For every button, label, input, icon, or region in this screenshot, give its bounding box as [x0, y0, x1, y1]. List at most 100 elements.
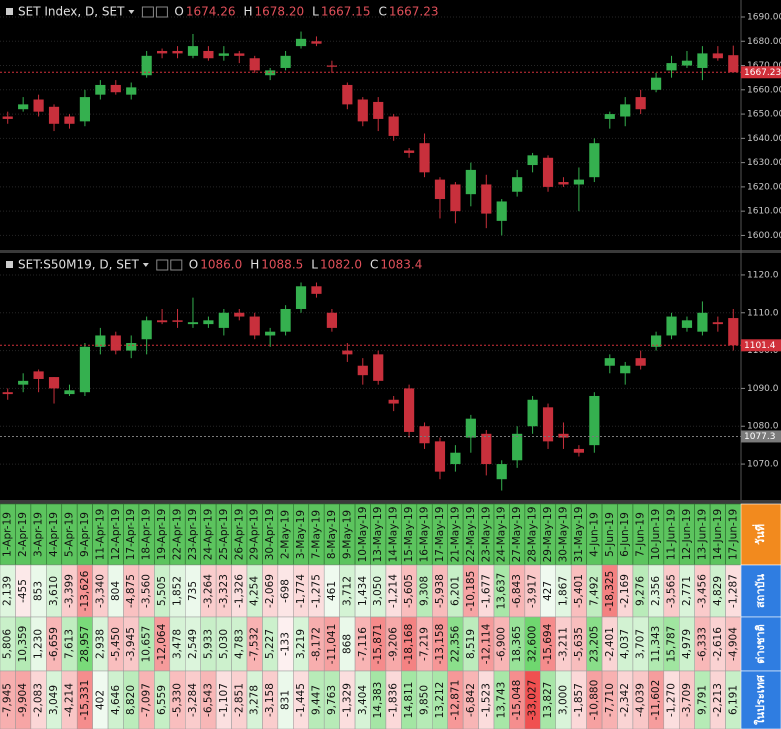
candle-body [373, 354, 384, 381]
toolbar-icon [170, 259, 183, 271]
date-text: 9-May-19 [341, 510, 353, 559]
value-text: 5,505 [156, 576, 168, 606]
candle-body [79, 346, 91, 393]
value-text: 5,030 [218, 629, 230, 659]
candle-body [465, 169, 476, 195]
date-text: 3-May-19 [295, 510, 307, 559]
header-cell [740, 616, 781, 672]
value-text: 868 [341, 634, 353, 654]
candle-body [18, 380, 29, 385]
value-text: 831 [280, 690, 292, 710]
candle-body [33, 371, 44, 379]
date-text: 31-May-19 [573, 507, 585, 563]
candle-body [666, 63, 677, 71]
ohlc-value: 1088.5 [261, 258, 303, 272]
candle-body [620, 104, 631, 117]
date-text: 24-May-19 [496, 507, 508, 563]
pane-separator [0, 500, 781, 504]
value-text: -2,616 [712, 627, 724, 661]
chart-title: SET:S50M19, D, SET [18, 258, 139, 272]
candle-body [496, 201, 507, 221]
y-tick-label: 1620.00 [747, 182, 781, 192]
candle-body [48, 377, 60, 389]
candle-body [589, 395, 600, 446]
value-text: -7,097 [141, 683, 153, 717]
value-text: -12,871 [449, 680, 461, 721]
candle-body [234, 312, 245, 317]
date-text: 15-May-19 [403, 507, 415, 563]
value-text: 4,037 [619, 629, 631, 659]
candle-body [64, 390, 75, 395]
value-text: -1,329 [341, 683, 353, 717]
value-text: 13,827 [542, 682, 554, 719]
candle-body [342, 84, 353, 105]
date-text: 22-May-19 [465, 507, 477, 563]
candle-body [218, 312, 229, 328]
value-text: -455 [17, 579, 29, 603]
value-text: 10,359 [17, 626, 29, 663]
y-tick-label: 1080.0 [747, 422, 779, 432]
y-tick-label: 1660.00 [747, 85, 781, 95]
candle-body [64, 116, 75, 124]
value-text: -9,904 [17, 683, 29, 717]
value-text: 2,938 [94, 629, 106, 659]
value-text: -18,168 [403, 624, 415, 665]
value-text: 427 [542, 581, 554, 601]
candle-body [265, 70, 276, 76]
price-label-box [741, 339, 781, 352]
date-text: 14-Jun-19 [712, 509, 724, 560]
value-text: -1,836 [388, 683, 400, 717]
ohlc-label: C [370, 258, 378, 272]
date-text: 14-May-19 [388, 507, 400, 563]
y-tick-label: 1690.00 [747, 12, 781, 22]
value-text: 32,600 [527, 626, 539, 663]
candle-body [527, 155, 538, 166]
candle-body [650, 335, 662, 347]
price-label: 1667.23 [744, 68, 781, 78]
candle-body [187, 322, 199, 325]
value-text: 13,743 [496, 682, 508, 719]
candle-body [203, 50, 214, 59]
y-tick-label: 1600.00 [747, 231, 781, 241]
value-text: -8,172 [310, 627, 322, 661]
date-text: 1-Apr-19 [2, 512, 14, 557]
y-tick-label: 1640.00 [747, 134, 781, 144]
value-text: -3,456 [696, 574, 708, 608]
date-text: 2-May-19 [280, 510, 292, 559]
value-text: -3,340 [94, 574, 106, 608]
value-text: -2,069 [264, 574, 276, 608]
date-text: 9-Apr-19 [79, 512, 91, 557]
value-text: -3,560 [141, 574, 153, 608]
date-text: 26-Apr-19 [233, 509, 245, 561]
value-text: -13,158 [434, 624, 446, 665]
value-text: -1,275 [310, 574, 322, 608]
candle-body [697, 312, 708, 332]
ohlc-label: O [189, 258, 198, 272]
value-text: 3,049 [48, 685, 60, 715]
value-text: -9,206 [388, 627, 400, 661]
candle-body [265, 331, 276, 336]
value-text: -13,626 [79, 570, 91, 611]
value-text: -33,027 [527, 680, 539, 721]
value-text: 13,212 [434, 682, 446, 719]
value-text: -3,211 [557, 627, 569, 661]
value-text: -3,917 [527, 574, 539, 608]
value-text: -6,843 [511, 574, 523, 608]
value-text: 3,050 [372, 576, 384, 606]
value-text: 804 [110, 581, 122, 601]
candle-body [156, 50, 168, 54]
value-text: 3,219 [295, 629, 307, 659]
value-text: -6,659 [48, 627, 60, 661]
candle-body [728, 55, 739, 73]
candle-body [589, 143, 600, 178]
candle-body [156, 320, 168, 323]
ohlc-label: H [250, 258, 259, 272]
candle-body [450, 184, 461, 212]
value-text: -7,532 [249, 627, 261, 661]
candle-body [326, 65, 338, 67]
value-text: -4,039 [635, 683, 647, 717]
date-text: 16-May-19 [419, 507, 431, 563]
value-text: 3,278 [249, 685, 261, 715]
value-text: -1,214 [388, 574, 400, 608]
value-text: -5,330 [172, 683, 184, 717]
